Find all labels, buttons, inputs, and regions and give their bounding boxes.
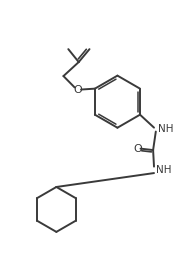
Text: O: O xyxy=(133,144,142,154)
Text: NH: NH xyxy=(156,165,172,175)
Text: NH: NH xyxy=(158,124,173,133)
Text: O: O xyxy=(73,84,82,95)
